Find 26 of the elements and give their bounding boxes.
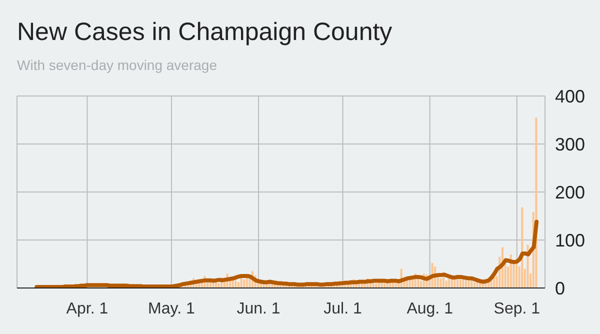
chart-title: New Cases in Champaign County	[17, 18, 392, 47]
y-tick-label: 200	[555, 182, 586, 202]
bar	[521, 207, 524, 288]
bar	[445, 280, 448, 288]
bar	[406, 280, 408, 288]
x-tick-label: Jun. 1	[236, 300, 280, 318]
bar	[234, 280, 237, 288]
x-tick-label: Sep. 1	[494, 300, 540, 318]
x-tick-label: Aug. 1	[406, 300, 454, 318]
y-tick-label: 0	[555, 278, 566, 298]
line-series	[34, 220, 539, 288]
bar	[468, 280, 470, 288]
x-tick-label: Apr. 1	[66, 300, 108, 318]
bar	[237, 282, 240, 288]
y-tick-label: 100	[555, 230, 586, 250]
bar	[266, 284, 268, 288]
y-tick-label: 400	[555, 86, 586, 106]
bar	[375, 284, 378, 288]
y-tick-label: 300	[555, 134, 586, 154]
bar	[440, 278, 442, 288]
bar	[243, 279, 246, 288]
x-tick-label: Jul. 1	[324, 300, 362, 318]
chart-subtitle: With seven-day moving average	[17, 57, 217, 73]
bar	[394, 283, 397, 288]
bar	[473, 282, 476, 288]
x-tick-label: May. 1	[148, 300, 195, 318]
